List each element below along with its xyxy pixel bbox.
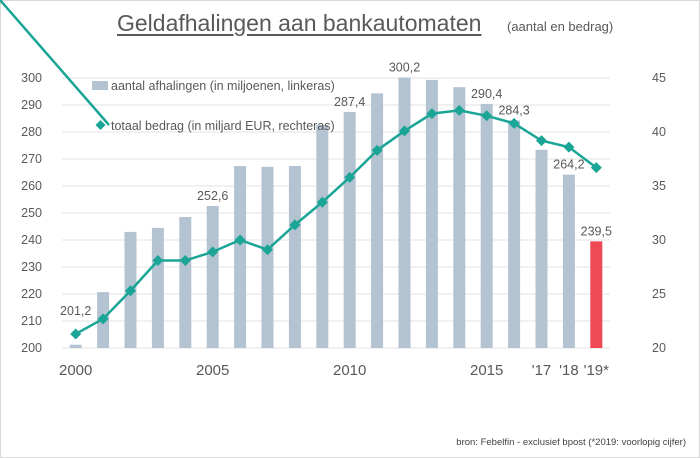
left-axis-tick-label: 230 (21, 260, 42, 274)
bar (562, 174, 575, 348)
bar (316, 124, 329, 348)
bar-data-label: 252,6 (197, 189, 228, 203)
right-axis-tick-label: 30 (652, 233, 666, 247)
line-marker (536, 135, 547, 147)
right-axis-ticks: 20 25 30 35 40 45 (652, 71, 666, 355)
legend-line-label: totaal bedrag (in miljard EUR, rechteras… (111, 119, 335, 133)
chart-title: Geldafhalingen aan bankautomaten (117, 10, 482, 36)
left-axis-tick-label: 280 (21, 125, 42, 139)
bar (371, 93, 384, 348)
bar (288, 166, 301, 348)
bar (234, 166, 247, 348)
line-marker (344, 171, 356, 183)
legend-line-marker (95, 120, 106, 130)
left-axis-tick-label: 260 (21, 179, 42, 193)
legend-bar-label: aantal afhalingen (in miljoenen, linkera… (111, 79, 335, 93)
legend: aantal afhalingen (in miljoenen, linkera… (0, 0, 335, 133)
line-marker (97, 313, 109, 325)
bar-data-label: 201,2 (60, 304, 91, 318)
bar-data-label: 287,4 (334, 95, 365, 109)
x-axis-tick-label: 2000 (59, 362, 92, 379)
left-axis-tick-label: 290 (21, 98, 42, 112)
left-axis-tick-label: 200 (21, 341, 42, 355)
x-axis-tick-label: 2015 (470, 362, 503, 379)
right-axis-tick-label: 25 (652, 287, 666, 301)
x-axis-tick-label: '17 (532, 362, 552, 379)
line-marker (125, 285, 136, 297)
chart-subtitle: (aantal en bedrag) (507, 19, 614, 34)
line-marker (179, 255, 191, 267)
line-marker (207, 246, 219, 258)
bar (398, 77, 411, 349)
bar (179, 217, 192, 348)
bar (261, 166, 274, 348)
bar (535, 149, 548, 348)
line-marker (426, 108, 438, 120)
left-axis-tick-label: 300 (21, 71, 42, 85)
line-marker (508, 117, 520, 129)
left-axis-tick-label: 270 (21, 152, 42, 166)
x-axis-ticks: 2000 2005 2010 2015 '17 '18 '19* (59, 362, 609, 379)
line-marker (590, 162, 602, 174)
bar (151, 227, 164, 348)
bar (508, 120, 521, 348)
left-axis-tick-label: 240 (21, 233, 42, 247)
bar (453, 87, 466, 349)
bar (206, 205, 219, 348)
data-labels: 201,2 252,6 287,4 300,2 290,4 284,3 264,2 239,5 (60, 60, 612, 317)
right-axis-tick-label: 20 (652, 341, 666, 355)
line-marker (371, 144, 383, 156)
left-axis-tick-label: 250 (21, 206, 42, 220)
line-marker (481, 110, 493, 122)
line-marker (152, 255, 164, 267)
legend-line-swatch (0, 0, 110, 126)
line-marker (563, 141, 575, 153)
source-note: bron: Febelfin - exclusief bpost (*2019:… (456, 437, 686, 448)
line-marker (399, 125, 410, 137)
line-marker (234, 234, 246, 246)
bar (343, 112, 356, 349)
bar (590, 241, 603, 348)
line-marker (70, 328, 82, 340)
line-series (70, 104, 602, 340)
bar (480, 103, 493, 348)
bar-data-label: 239,5 (581, 224, 612, 238)
left-axis-ticks: 200 210 220 230 240 250 260 270 280 290 300 (21, 71, 42, 355)
legend-bar-swatch (92, 81, 108, 90)
bar (425, 79, 438, 348)
right-axis-tick-label: 35 (652, 179, 666, 193)
bar-data-label: 284,3 (498, 103, 529, 117)
x-axis-tick-label: '19* (584, 362, 610, 379)
bar-data-label: 290,4 (471, 87, 502, 101)
line-marker (453, 104, 465, 116)
x-axis-tick-label: 2010 (333, 362, 366, 379)
line-marker (289, 219, 301, 231)
x-axis-tick-label: 2005 (196, 362, 229, 379)
right-axis-tick-label: 40 (652, 125, 666, 139)
left-axis-tick-label: 210 (21, 314, 42, 328)
bar (69, 344, 82, 348)
x-axis-tick-label: '18 (559, 362, 579, 379)
line-marker (262, 244, 273, 256)
bar-series (69, 77, 603, 349)
bar-data-label: 264,2 (553, 158, 584, 172)
bar-data-label: 300,2 (389, 60, 420, 74)
line-marker (316, 196, 328, 208)
right-axis-tick-label: 45 (652, 71, 666, 85)
left-axis-tick-label: 220 (21, 287, 42, 301)
